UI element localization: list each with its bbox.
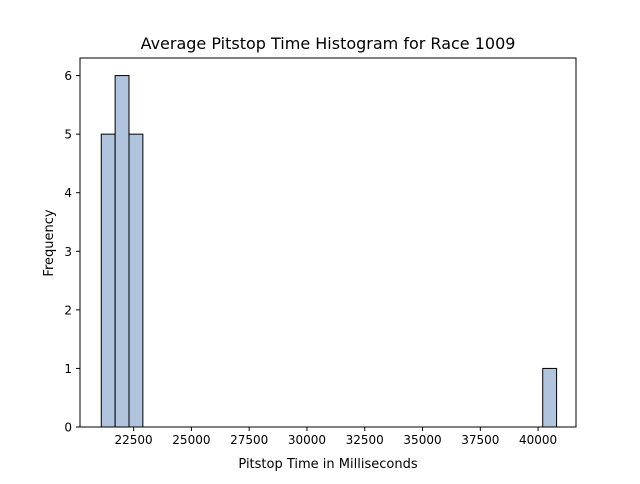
y-tick-label: 5 [64, 128, 72, 142]
y-axis-label: Frequency [42, 209, 57, 276]
bars-group [100, 75, 558, 428]
y-tick-label: 0 [64, 421, 72, 435]
y-tick-label: 3 [64, 245, 72, 259]
plot-frame [79, 57, 577, 428]
x-tick-label: 25000 [172, 433, 210, 447]
x-ticks-group: 22500 25000 27500 30000 32500 35000 37500 40000 [115, 427, 557, 447]
y-tick-label: 1 [64, 362, 72, 376]
y-tick-label: 2 [64, 303, 72, 317]
x-tick-label: 22500 [115, 433, 153, 447]
y-tick-label: 6 [64, 69, 72, 83]
histogram-bar [128, 133, 144, 428]
histogram-bar [542, 367, 558, 428]
histogram-bar [100, 133, 116, 428]
y-tick-label: 4 [64, 186, 72, 200]
x-tick-label: 27500 [230, 433, 268, 447]
x-tick-label: 37500 [461, 433, 499, 447]
x-tick-label: 35000 [403, 433, 441, 447]
x-axis-label: Pitstop Time in Milliseconds [238, 457, 417, 472]
chart-title: Average Pitstop Time Histogram for Race … [141, 34, 516, 53]
histogram-bar [114, 75, 130, 428]
x-tick-label: 32500 [346, 433, 384, 447]
y-ticks-group: 0 1 2 3 4 5 6 [64, 69, 80, 435]
x-tick-label: 40000 [519, 433, 557, 447]
x-tick-label: 30000 [288, 433, 326, 447]
